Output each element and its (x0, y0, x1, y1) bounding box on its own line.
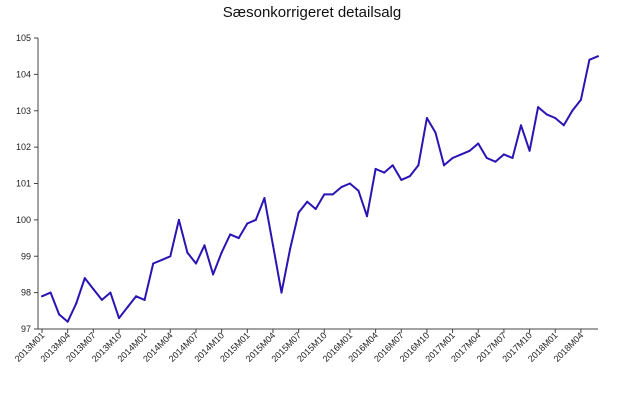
data-point (297, 211, 300, 214)
data-point (502, 153, 505, 156)
data-point (400, 178, 403, 181)
data-point (485, 157, 488, 160)
data-point (323, 193, 326, 196)
data-point (494, 160, 497, 163)
data-point (49, 291, 52, 294)
data-point (460, 153, 463, 156)
y-tick-label: 101 (16, 179, 31, 189)
data-point (306, 200, 309, 203)
data-point (425, 117, 428, 120)
data-point (271, 244, 274, 247)
data-point (562, 124, 565, 127)
data-point (554, 117, 557, 120)
data-point (468, 149, 471, 152)
y-tick-label: 100 (16, 215, 31, 225)
data-point (220, 251, 223, 254)
data-point (357, 189, 360, 192)
data-point (537, 106, 540, 109)
data-point (443, 164, 446, 167)
data-point (143, 298, 146, 301)
data-point (246, 222, 249, 225)
data-point (117, 317, 120, 320)
data-point (331, 193, 334, 196)
y-tick-label: 97 (21, 324, 31, 334)
data-point (545, 113, 548, 116)
data-point (383, 171, 386, 174)
data-point (177, 218, 180, 221)
series-group (41, 55, 599, 323)
y-tick-label: 105 (16, 33, 31, 43)
data-point (263, 197, 266, 200)
data-point (212, 273, 215, 276)
data-point (289, 247, 292, 250)
data-point (520, 124, 523, 127)
data-point (340, 186, 343, 189)
y-tick-label: 98 (21, 288, 31, 298)
data-point (186, 251, 189, 254)
y-tick-label: 103 (16, 106, 31, 116)
data-point (254, 218, 257, 221)
data-point (451, 157, 454, 160)
data-point (366, 215, 369, 218)
y-tick-label: 104 (16, 69, 31, 79)
data-point (511, 157, 514, 160)
data-point (374, 167, 377, 170)
data-point (528, 149, 531, 152)
x-axis-ticks: 2013M012013M042013M072013M102014M012014M… (13, 329, 585, 364)
data-point (408, 175, 411, 178)
data-point (571, 109, 574, 112)
data-point (579, 98, 582, 101)
data-point (135, 295, 138, 298)
series-line (41, 55, 599, 323)
data-point (597, 55, 599, 58)
data-point (160, 258, 163, 261)
data-point (314, 207, 317, 210)
data-point (83, 277, 86, 280)
data-point (203, 244, 206, 247)
data-point (229, 233, 232, 236)
data-point (109, 291, 112, 294)
data-point (348, 182, 351, 185)
data-point (280, 291, 283, 294)
y-tick-label: 102 (16, 142, 31, 152)
data-point (391, 164, 394, 167)
data-point (169, 255, 172, 258)
data-point (100, 298, 103, 301)
y-tick-label: 99 (21, 251, 31, 261)
data-point (194, 262, 197, 265)
y-axis-ticks: 97 98 99 100 101 102 103 104 105 (16, 33, 38, 334)
data-point (75, 302, 78, 305)
data-point (434, 131, 437, 134)
chart-title: Sæsonkorrigeret detailsalg (222, 4, 402, 21)
axes (37, 38, 598, 330)
data-point (126, 306, 129, 309)
data-point (58, 313, 61, 316)
data-point (66, 320, 69, 323)
data-point (588, 58, 591, 61)
data-point (477, 142, 480, 145)
data-point (41, 295, 43, 298)
data-point (152, 262, 155, 265)
data-point (237, 237, 240, 240)
data-point (417, 164, 420, 167)
data-point (92, 287, 95, 290)
